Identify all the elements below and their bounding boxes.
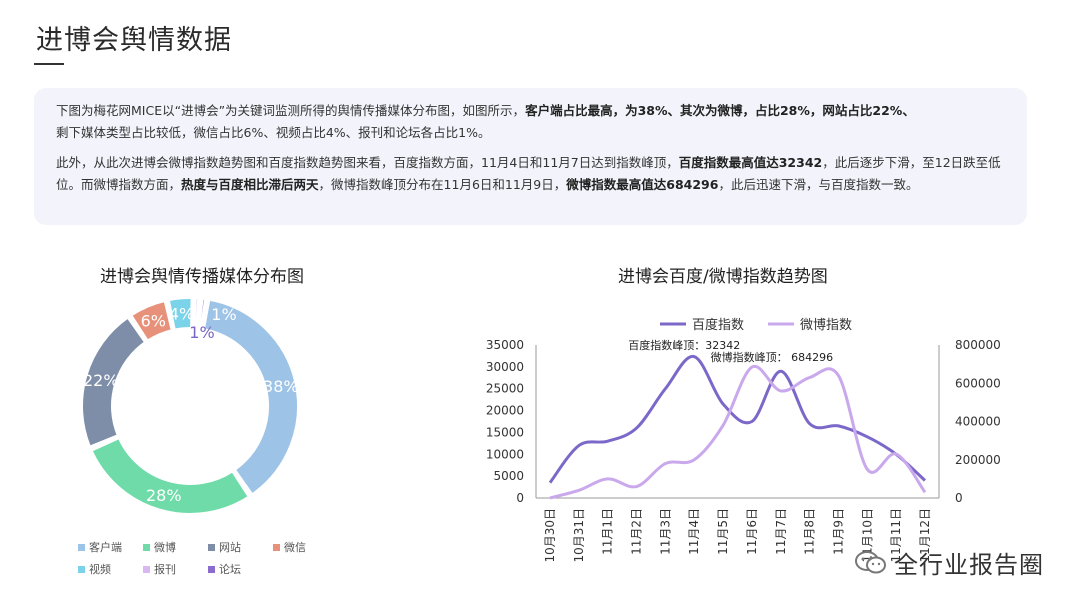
y-right-tick: 200000 <box>955 453 1001 467</box>
donut-slice-3 <box>129 299 173 342</box>
legend-swatch <box>78 543 85 551</box>
donut-label-4: 4% <box>169 304 194 323</box>
legend-item: 视频 <box>78 561 143 577</box>
summary-text: 剩下媒体类型占比较低，微信占比6%、视频占比4%、报刊和论坛各占比1%。 <box>56 125 491 140</box>
legend-label: 网站 <box>219 541 241 554</box>
wechat-icon <box>854 550 888 576</box>
x-tick: 11月7日 <box>774 508 788 555</box>
series-line-1 <box>549 364 927 500</box>
legend-swatch <box>208 565 215 573</box>
summary-text: ，此后逐步下滑，至12日跌至低位。 <box>56 155 1001 192</box>
legend-label: 论坛 <box>219 563 241 576</box>
y-left-tick: 20000 <box>486 404 524 418</box>
peak-annotation-1: 微博指数峰顶： 684296 <box>711 350 834 364</box>
summary-text: 而微博指数方面， <box>81 177 182 192</box>
line-chart-title: 进博会百度/微博指数趋势图 <box>618 267 828 287</box>
legend-row: 客户端 微博 网站 微信 <box>78 536 338 558</box>
donut-slice-0 <box>202 298 299 496</box>
y-left-tick: 10000 <box>486 447 524 461</box>
x-tick: 11月11日 <box>889 508 903 563</box>
y-right-tick: 800000 <box>955 338 1001 352</box>
x-tick: 10月30日 <box>543 508 557 563</box>
page-title: 进博会舆情数据 <box>36 25 232 56</box>
x-tick: 11月6日 <box>745 508 759 555</box>
x-tick: 11月8日 <box>803 508 817 555</box>
donut-slice-2 <box>81 316 147 448</box>
y-left-tick: 5000 <box>493 469 524 483</box>
summary-paragraph-1: 下图为梅花网MICE以“进博会”为关键词监测所得的舆情传播媒体分布图，如图所示，… <box>56 100 1005 144</box>
summary-text: ，此后迅速下滑，与百度指数一致。 <box>718 177 919 192</box>
x-tick: 11月4日 <box>687 508 701 555</box>
legend-swatch <box>143 543 150 551</box>
legend-label: 客户端 <box>89 541 122 554</box>
summary-text: 此外，从此次进博会微博指数趋势图和百度指数趋势图来看，百度指数方面，11月4日和… <box>56 155 679 170</box>
legend-swatch <box>208 543 215 551</box>
donut-legend: 客户端 微博 网站 微信视频 报刊 论坛 <box>78 536 338 580</box>
legend-swatch <box>273 543 280 551</box>
line-chart: 0 5000 10000 15000 20000 25000 30000 35000 0 2000… <box>470 300 1010 600</box>
donut-slice-1 <box>90 436 251 515</box>
y-right-tick: 400000 <box>955 415 1001 429</box>
x-tick: 11月10日 <box>860 508 874 563</box>
donut-slice-6 <box>198 297 207 330</box>
summary-highlight: 微博指数最高值达684296 <box>566 177 719 192</box>
donut-label-3: 6% <box>141 312 166 331</box>
watermark: 全行业报告圈 <box>854 545 1044 580</box>
summary-paragraph-2: 此外，从此次进博会微博指数趋势图和百度指数趋势图来看，百度指数方面，11月4日和… <box>56 152 1005 196</box>
y-left-tick: 35000 <box>486 338 524 352</box>
x-tick: 11月3日 <box>658 508 672 555</box>
legend-swatch <box>78 565 85 573</box>
legend-label: 微博 <box>154 541 176 554</box>
x-tick: 10月31日 <box>572 508 586 563</box>
y-right-tick: 600000 <box>955 376 1001 390</box>
line-svg: 0 5000 10000 15000 20000 25000 30000 35000 0 2000… <box>486 317 1001 563</box>
summary-highlight: 百度指数最高值达32342 <box>678 155 823 170</box>
donut-label-2: 22% <box>83 371 119 390</box>
donut-label-5: 1% <box>211 305 236 324</box>
legend-item: 报刊 <box>143 561 208 577</box>
donut-svg: 38%28%22%6% 4% 1%1% <box>81 297 299 515</box>
legend-label: 微信 <box>284 541 306 554</box>
legend-item: 微信 <box>273 539 338 555</box>
legend-row: 视频 报刊 论坛 <box>78 558 338 580</box>
legend-item: 微博 <box>143 539 208 555</box>
y-left-tick: 30000 <box>486 360 524 374</box>
legend-swatch <box>143 565 150 573</box>
legend-label-0: 百度指数 <box>692 317 744 333</box>
legend-label: 视频 <box>89 563 111 576</box>
donut-label-6: 1% <box>189 323 214 342</box>
y-right-tick: 0 <box>955 491 963 505</box>
summary-text: 下图为梅花网MICE以“进博会”为关键词监测所得的舆情传播媒体分布图，如图所示， <box>56 103 526 118</box>
watermark-text: 全行业报告圈 <box>894 551 1044 579</box>
y-left-tick: 15000 <box>486 425 524 439</box>
donut-chart: 38% 28% 22% 6% 4% 1% 1% <box>72 290 332 530</box>
donut-slice-4 <box>167 297 193 331</box>
x-tick: 11月2日 <box>630 508 644 555</box>
donut-chart-title: 进博会舆情传播媒体分布图 <box>100 267 304 287</box>
x-tick: 11月5日 <box>716 508 730 555</box>
legend-item: 论坛 <box>208 561 273 577</box>
donut-label-1: 28% <box>146 486 182 505</box>
y-left-tick: 25000 <box>486 382 524 396</box>
y-left-tick: 0 <box>516 491 524 505</box>
peak-annotation-0: 百度指数峰顶：32342 <box>628 338 740 352</box>
legend-item: 网站 <box>208 539 273 555</box>
legend-label-1: 微博指数 <box>800 318 852 333</box>
legend-item: 客户端 <box>78 539 143 555</box>
x-tick: 11月1日 <box>601 508 615 555</box>
x-tick: 11月12日 <box>918 508 932 563</box>
donut-label-0: 38% <box>263 377 299 396</box>
legend-label: 报刊 <box>154 563 176 576</box>
donut-slice-5 <box>193 297 200 330</box>
summary-highlight: 热度与百度相比滞后两天 <box>181 177 319 192</box>
summary-text: ，微博指数峰顶分布在11月6日和11月9日， <box>318 177 567 192</box>
x-tick: 11月9日 <box>831 508 845 555</box>
title-underline <box>34 63 64 65</box>
series-line-0 <box>548 355 927 484</box>
summary-box: 下图为梅花网MICE以“进博会”为关键词监测所得的舆情传播媒体分布图，如图所示，… <box>34 88 1027 225</box>
summary-highlight: 客户端占比最高，为38%、其次为微博，占比28%，网站占比22%、 <box>525 103 915 118</box>
